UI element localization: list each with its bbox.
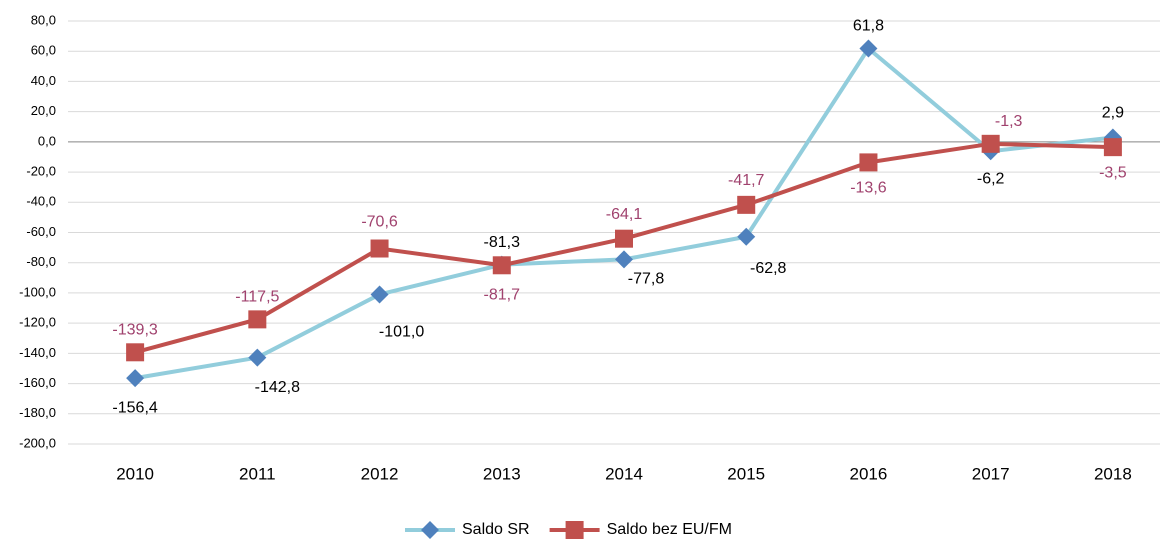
y-tick-label: -180,0	[19, 405, 56, 420]
data-label: -77,8	[628, 271, 665, 288]
data-label: -142,8	[255, 379, 300, 396]
legend-marker	[421, 521, 439, 539]
x-tick-label: 2011	[239, 464, 276, 483]
y-tick-label: 80,0	[31, 12, 56, 27]
data-label: -6,2	[977, 170, 1005, 187]
y-tick-label: -120,0	[19, 315, 56, 330]
x-tick-label: 2013	[483, 464, 521, 483]
y-tick-label: -80,0	[26, 254, 56, 269]
y-tick-label: -160,0	[19, 375, 56, 390]
data-label: -1,3	[995, 113, 1023, 130]
data-label: -81,3	[484, 234, 521, 251]
point-marker	[859, 39, 878, 58]
point-marker	[248, 348, 267, 367]
legend-marker	[565, 521, 584, 539]
y-tick-label: 60,0	[31, 43, 56, 58]
data-label: -139,3	[112, 322, 157, 339]
x-tick-label: 2014	[605, 464, 643, 483]
y-tick-label: -20,0	[26, 164, 56, 179]
x-tick-label: 2010	[116, 464, 154, 483]
y-tick-label: -140,0	[19, 345, 56, 360]
point-marker	[737, 195, 756, 214]
data-label: 61,8	[853, 18, 884, 35]
y-tick-label: 40,0	[31, 73, 56, 88]
data-label: -117,5	[235, 289, 279, 306]
data-label: -70,6	[361, 214, 398, 231]
y-tick-label: -200,0	[19, 435, 56, 450]
point-marker	[615, 229, 633, 248]
series-line	[134, 141, 1113, 355]
data-label: -41,7	[728, 172, 765, 189]
point-marker	[859, 153, 878, 172]
data-label: -62,8	[750, 260, 787, 277]
point-marker	[492, 256, 511, 275]
point-marker	[370, 285, 389, 304]
point-marker	[737, 227, 756, 246]
point-marker	[615, 250, 633, 269]
y-tick-label: 0,0	[38, 133, 56, 148]
legend-label: Saldo SR	[462, 521, 530, 538]
x-tick-label: 2012	[361, 464, 399, 483]
data-label: -13,6	[850, 180, 887, 197]
legend-label: Saldo bez EU/FM	[607, 521, 732, 538]
point-marker	[126, 369, 145, 388]
x-tick-label: 2016	[850, 464, 888, 483]
x-tick-label: 2018	[1094, 464, 1132, 483]
y-tick-label: -40,0	[26, 194, 56, 209]
data-label: -101,0	[379, 324, 424, 341]
y-tick-label: -100,0	[19, 284, 56, 299]
data-label: 2,9	[1102, 105, 1124, 122]
point-marker	[1103, 138, 1122, 157]
data-label: -81,7	[484, 287, 521, 304]
y-tick-label: -60,0	[26, 224, 56, 239]
x-tick-label: 2015	[727, 464, 765, 483]
point-marker	[981, 134, 1000, 153]
data-label: -64,1	[606, 206, 643, 223]
x-tick-label: 2017	[972, 464, 1010, 483]
y-tick-label: 20,0	[31, 103, 56, 118]
point-marker	[248, 310, 267, 329]
data-label: -3,5	[1099, 164, 1127, 181]
data-label: -156,4	[112, 399, 157, 416]
point-marker	[126, 343, 145, 362]
point-marker	[370, 239, 389, 258]
